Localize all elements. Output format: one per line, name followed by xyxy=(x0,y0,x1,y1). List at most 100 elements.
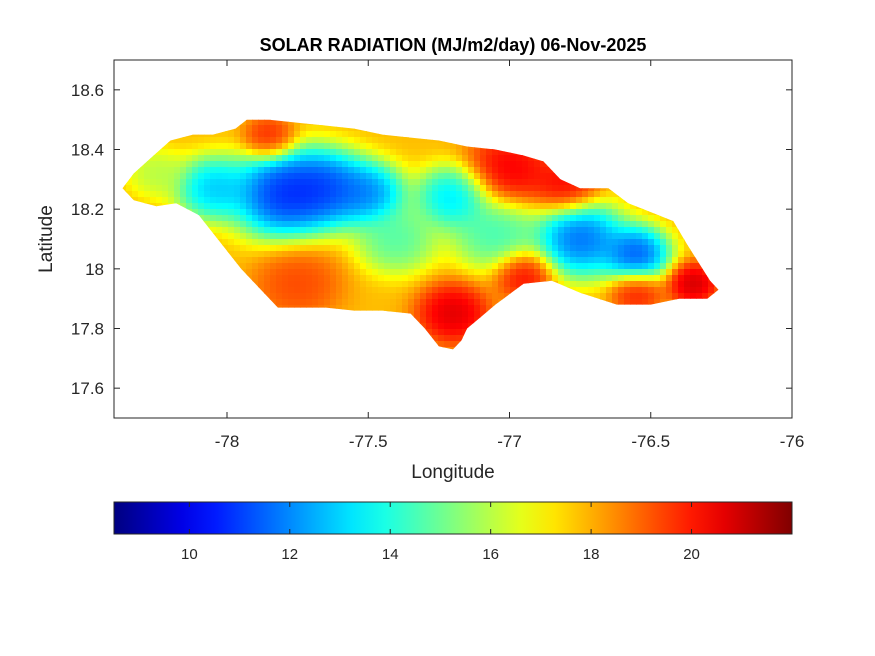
heatmap-cell xyxy=(360,143,367,150)
heatmap-cell xyxy=(438,173,445,180)
heatmap-cell xyxy=(252,167,259,174)
heatmap-cell xyxy=(378,215,385,222)
heatmap-cell xyxy=(534,245,541,252)
heatmap-cell xyxy=(636,269,643,276)
heatmap-cell xyxy=(474,203,481,210)
heatmap-cell xyxy=(630,215,637,222)
heatmap-cell xyxy=(486,161,493,168)
heatmap-cell xyxy=(480,263,487,270)
heatmap-cell xyxy=(366,299,373,306)
heatmap-cell xyxy=(438,251,445,258)
heatmap-cell xyxy=(288,185,295,192)
heatmap-cell xyxy=(468,281,475,288)
heatmap-cell xyxy=(246,239,253,246)
heatmap-cell xyxy=(426,257,433,264)
heatmap-cell xyxy=(330,257,337,264)
heatmap-cell xyxy=(360,179,367,186)
heatmap-cell xyxy=(300,131,307,138)
heatmap-cell xyxy=(264,119,271,126)
y-tick-label: 18 xyxy=(85,260,104,279)
heatmap-cell xyxy=(216,203,223,210)
heatmap-cell xyxy=(228,221,235,228)
heatmap-cell xyxy=(420,221,427,228)
heatmap-cell xyxy=(444,173,451,180)
heatmap-cell xyxy=(390,239,397,246)
heatmap-cell xyxy=(516,215,523,222)
heatmap-cell xyxy=(570,197,577,204)
heatmap-cell xyxy=(216,197,223,204)
heatmap-cell xyxy=(216,209,223,216)
heatmap-cell xyxy=(360,215,367,222)
heatmap-cell xyxy=(666,287,673,294)
heatmap-cell xyxy=(660,227,667,234)
heatmap-cell xyxy=(186,203,193,210)
heatmap-cell xyxy=(132,179,139,186)
heatmap-cell xyxy=(498,191,505,198)
heatmap-cell xyxy=(270,281,277,288)
heatmap-cell xyxy=(366,137,373,144)
heatmap-cell xyxy=(258,227,265,234)
heatmap-cell xyxy=(588,215,595,222)
heatmap-cell xyxy=(306,161,313,168)
heatmap-cell xyxy=(618,269,625,276)
heatmap-cell xyxy=(570,251,577,258)
heatmap-cell xyxy=(444,179,451,186)
heatmap-cell xyxy=(372,167,379,174)
heatmap-cell xyxy=(504,275,511,282)
heatmap-cell xyxy=(696,281,703,288)
heatmap-cell xyxy=(300,185,307,192)
heatmap-cell xyxy=(432,245,439,252)
heatmap-cell xyxy=(240,233,247,240)
heatmap-cell xyxy=(240,263,247,270)
heatmap-cell xyxy=(642,263,649,270)
heatmap-cell xyxy=(516,209,523,216)
heatmap-cell xyxy=(312,299,319,306)
heatmap-cell xyxy=(366,179,373,186)
heatmap-cell xyxy=(192,161,199,168)
heatmap-cell xyxy=(402,149,409,156)
heatmap-cell xyxy=(468,245,475,252)
heatmap-cell xyxy=(468,251,475,258)
heatmap-cell xyxy=(570,203,577,210)
heatmap-cell xyxy=(552,185,559,192)
heatmap-cell xyxy=(384,227,391,234)
heatmap-cell xyxy=(372,209,379,216)
heatmap-cell xyxy=(624,221,631,228)
heatmap-cell xyxy=(534,215,541,222)
heatmap-cell xyxy=(420,155,427,162)
heatmap-cell xyxy=(462,221,469,228)
heatmap-cell xyxy=(414,155,421,162)
heatmap-cell xyxy=(234,221,241,228)
heatmap-cell xyxy=(600,227,607,234)
heatmap-cell xyxy=(360,191,367,198)
heatmap-cell xyxy=(570,233,577,240)
heatmap-cell xyxy=(312,293,319,300)
heatmap-cell xyxy=(198,143,205,150)
heatmap-cell xyxy=(438,167,445,174)
heatmap-cell xyxy=(264,143,271,150)
heatmap-cell xyxy=(570,257,577,264)
heatmap-cell xyxy=(432,257,439,264)
heatmap-cell xyxy=(294,161,301,168)
heatmap-cell xyxy=(612,227,619,234)
heatmap-cell xyxy=(198,209,205,216)
heatmap-cell xyxy=(546,179,553,186)
heatmap-cell xyxy=(420,287,427,294)
heatmap-cell xyxy=(300,191,307,198)
heatmap-cell xyxy=(630,257,637,264)
heatmap-cell xyxy=(264,221,271,228)
heatmap-cell xyxy=(336,269,343,276)
heatmap-cell xyxy=(474,263,481,270)
heatmap-cell xyxy=(222,131,229,138)
heatmap-cell xyxy=(612,251,619,258)
heatmap-cell xyxy=(258,233,265,240)
heatmap-cell xyxy=(432,317,439,324)
heatmap-cell xyxy=(468,161,475,168)
heatmap-cell xyxy=(300,167,307,174)
axes-box xyxy=(113,59,793,419)
heatmap-cell xyxy=(318,299,325,306)
heatmap-cell xyxy=(276,233,283,240)
heatmap-cell xyxy=(342,203,349,210)
heatmap-cell xyxy=(252,131,259,138)
heatmap-cell xyxy=(396,185,403,192)
